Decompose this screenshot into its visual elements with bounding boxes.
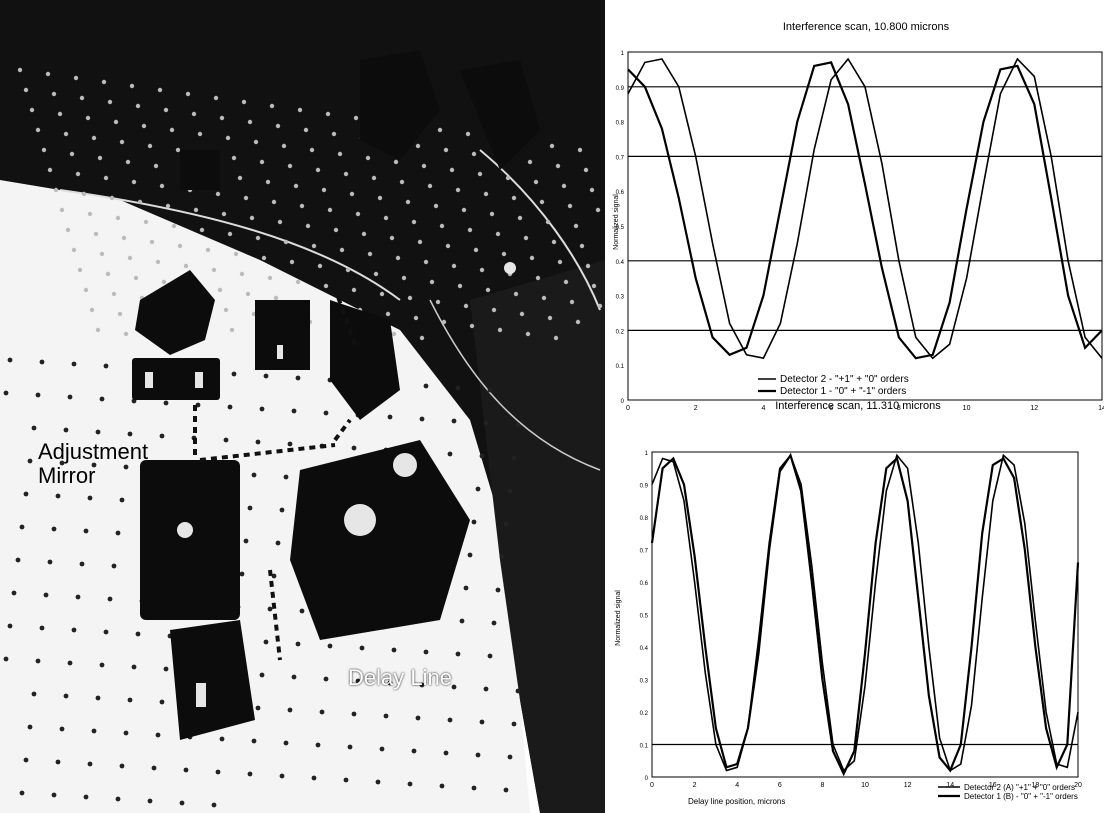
x-tick-label: 2 bbox=[693, 782, 697, 789]
x-tick-label: 0 bbox=[626, 405, 630, 412]
chart2-plot: 00.10.20.30.40.50.60.70.80.910 2 4 6 8 10 12 14… bbox=[640, 451, 1082, 801]
x-tick-label: 10 bbox=[963, 405, 971, 412]
x-tick-label: 16 bbox=[989, 782, 997, 789]
y-tick-label: 0.9 bbox=[616, 86, 625, 92]
y-tick-label: 0.5 bbox=[640, 614, 649, 620]
y-tick-label: 0.5 bbox=[616, 225, 625, 231]
y-tick-label: 0.3 bbox=[616, 295, 625, 301]
series-line-1 bbox=[651, 453, 1079, 772]
y-tick-label: 0.4 bbox=[640, 646, 649, 652]
series-line-2 bbox=[650, 452, 1080, 777]
y-tick-label: 0.1 bbox=[616, 364, 625, 370]
x-tick-label: 6 bbox=[829, 405, 833, 412]
chart1-title: Interference scan, 10.800 microns bbox=[783, 21, 950, 33]
y-tick-label: 0.4 bbox=[616, 260, 625, 266]
y-tick-label: 0.2 bbox=[640, 711, 649, 717]
adjustment-mirror-label-line1: Adjustment bbox=[38, 439, 149, 464]
chart2-title: Interference scan, 11.310 microns bbox=[775, 400, 941, 412]
y-tick-label: 0 bbox=[621, 399, 625, 405]
series-line-1 bbox=[627, 57, 1103, 360]
legend-label: Detector 2 (A) "+1" + "0" orders bbox=[964, 783, 1075, 792]
y-tick-label: 0.6 bbox=[616, 190, 625, 196]
interference-plots: Interference scan, 10.800 microns 0 0.1 0.… bbox=[613, 21, 1104, 806]
chart1-ylabel: Normalized signal bbox=[613, 194, 620, 250]
legend-label: Detector 1 - "0" + "-1" orders bbox=[780, 386, 906, 397]
y-tick-label: 1 bbox=[645, 451, 649, 457]
y-tick-label: 1 bbox=[621, 51, 625, 57]
delay-line-label: Delay Line bbox=[348, 665, 452, 690]
y-tick-label: 0 bbox=[645, 776, 649, 782]
legend-label: Detector 1 (B) - "0" + "-1" orders bbox=[964, 792, 1078, 801]
adjustment-mirror-label: Adjustment Mirror bbox=[38, 440, 148, 488]
plot-frame bbox=[627, 51, 1103, 401]
optical-bench-photo bbox=[0, 0, 605, 813]
chart1-plot: 00.10.20.30.40.50.60.70.80.910 2 4 6 8 10 12 14… bbox=[616, 51, 1104, 412]
y-tick-label: 0.6 bbox=[640, 581, 649, 587]
x-tick-label: 8 bbox=[897, 405, 901, 412]
x-tick-label: 0 bbox=[650, 782, 654, 789]
y-tick-label: 0.1 bbox=[640, 744, 649, 750]
y-tick-label: 0.8 bbox=[616, 121, 625, 127]
x-tick-label: 4 bbox=[761, 405, 765, 412]
legend-label: Detector 2 - "+1" + "0" orders bbox=[780, 374, 909, 385]
x-tick-label: 12 bbox=[904, 782, 912, 789]
series-line-2 bbox=[627, 61, 1103, 360]
plot-frame bbox=[651, 451, 1079, 778]
x-tick-label: 4 bbox=[735, 782, 739, 789]
y-tick-label: 0.7 bbox=[616, 155, 625, 161]
chart2-ylabel: Normalized signal bbox=[615, 590, 622, 646]
y-tick-label: 0.3 bbox=[640, 679, 649, 685]
chart2-xlabel: Delay line position, microns bbox=[688, 797, 785, 806]
x-tick-label: 14 bbox=[1098, 405, 1104, 412]
x-tick-label: 18 bbox=[1032, 782, 1040, 789]
x-tick-label: 14 bbox=[946, 782, 954, 789]
x-tick-label: 6 bbox=[778, 782, 782, 789]
x-tick-label: 20 bbox=[1074, 782, 1082, 789]
y-tick-label: 0.7 bbox=[640, 549, 649, 555]
y-tick-label: 0.9 bbox=[640, 484, 649, 490]
adjustment-mirror-label-line2: Mirror bbox=[38, 463, 96, 488]
y-tick-label: 0.2 bbox=[616, 329, 625, 335]
x-tick-label: 12 bbox=[1030, 405, 1038, 412]
x-tick-label: 8 bbox=[820, 782, 824, 789]
y-tick-label: 0.8 bbox=[640, 516, 649, 522]
x-tick-label: 10 bbox=[861, 782, 869, 789]
x-tick-label: 2 bbox=[694, 405, 698, 412]
